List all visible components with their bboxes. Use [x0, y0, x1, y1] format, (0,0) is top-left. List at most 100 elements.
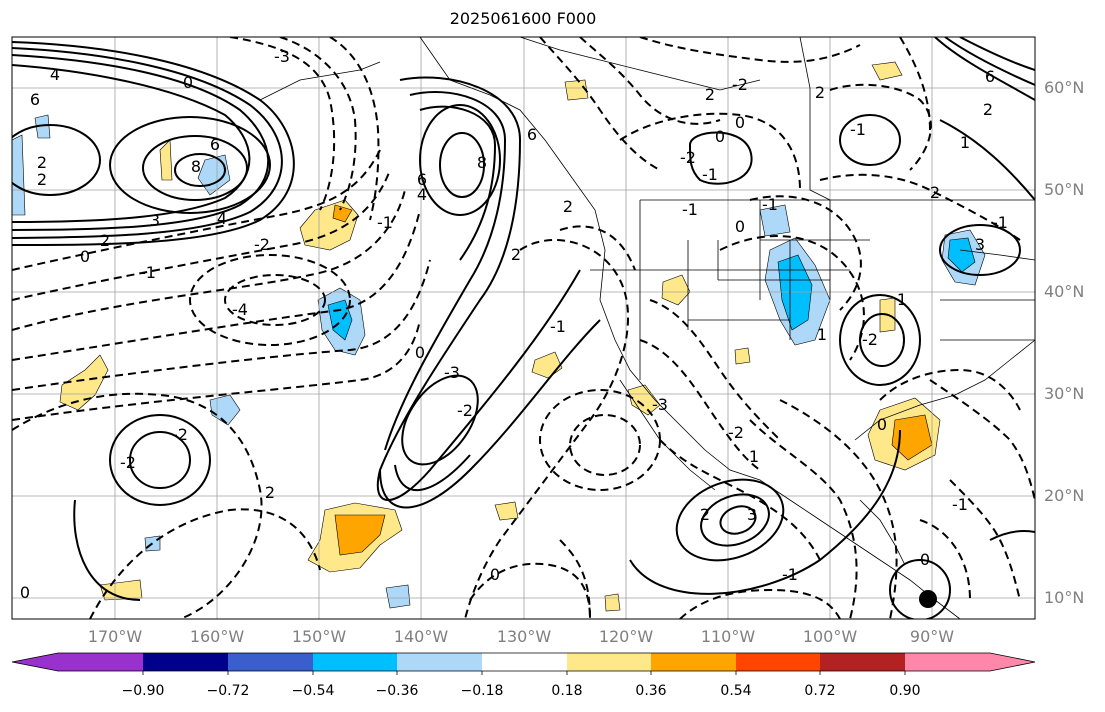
colorbar-segment: [228, 653, 313, 671]
contour-label: 3: [150, 211, 160, 230]
contour-label: 8: [191, 157, 201, 176]
contour-label: -2: [254, 235, 270, 254]
shaded-fields: [12, 61, 986, 612]
contour-label: 0: [183, 73, 193, 92]
contour-label: -1: [140, 263, 156, 282]
contour-label: 1: [897, 290, 907, 309]
contour-label: 6: [30, 90, 40, 109]
contour-label: -2: [457, 401, 473, 420]
colorbar-tick: −0.54: [291, 683, 335, 699]
contour-label: 0: [715, 127, 725, 146]
contour-label: 2: [930, 183, 940, 202]
contour-label: 3: [747, 505, 757, 524]
contour-label: -1: [952, 495, 968, 514]
contour-label: 6: [527, 125, 537, 144]
contour-label: 2: [983, 100, 993, 119]
contour-label: 0: [20, 583, 30, 602]
contour-label: -2: [680, 148, 696, 167]
contour-label: -4: [232, 300, 248, 319]
contour-label: 0: [735, 113, 745, 132]
contour-label: 1: [749, 447, 759, 466]
lon-label: 140°W: [393, 627, 449, 646]
lon-label: 150°W: [291, 627, 347, 646]
contour-label: 4: [50, 65, 60, 84]
colorbar-segment: [397, 653, 482, 671]
contour-label: 0: [920, 550, 930, 569]
graticule: [12, 37, 1035, 619]
contour-label: 2: [37, 170, 47, 189]
contour-label: 2: [100, 231, 110, 250]
lon-label: 90°W: [909, 627, 955, 646]
colorbar-tick: 0.90: [889, 683, 921, 699]
colorbar-segment: [651, 653, 736, 671]
location-marker: [919, 590, 937, 608]
contour-label: 3: [975, 235, 985, 254]
contour-label: -3: [652, 395, 668, 414]
contour-label: 1: [817, 325, 827, 344]
contour-label: 6: [417, 170, 427, 189]
colorbar-tick: −0.90: [121, 683, 165, 699]
colorbar-tick: −0.18: [460, 683, 504, 699]
dashed-contours: [12, 37, 1035, 619]
colorbar-segment: [143, 653, 228, 671]
lon-label: 100°W: [802, 627, 858, 646]
contour-label: 2: [705, 85, 715, 104]
colorbar-segment: [820, 653, 905, 671]
lat-label: 40°N: [1044, 282, 1085, 301]
lon-label: 110°W: [700, 627, 756, 646]
contour-label: -2: [862, 330, 878, 349]
contour-label: -1: [702, 165, 718, 184]
contour-labels: 4 6 2 2 -3 0 6 8 3 4 2 0 -2 -1 -4 -2 6 8…: [20, 47, 1008, 602]
lon-label: 160°W: [189, 627, 245, 646]
colorbar-tick: −0.36: [375, 683, 419, 699]
contour-label: 2: [511, 245, 521, 264]
lon-label: 120°W: [598, 627, 654, 646]
contour-label: -2: [172, 425, 188, 444]
lat-label: 10°N: [1044, 588, 1085, 607]
contour-label: 4: [417, 185, 427, 204]
colorbar-segment: [482, 653, 567, 671]
contour-label: 2: [563, 197, 573, 216]
colorbar-tick: 0.18: [551, 683, 583, 699]
contour-label: 2: [265, 483, 275, 502]
contour-label: -1: [850, 120, 866, 139]
contour-label: -3: [444, 363, 460, 382]
lat-label: 60°N: [1044, 78, 1085, 97]
colorbar: [11, 652, 1036, 675]
contour-label: 0: [490, 565, 500, 584]
colorbar-tick: 0.72: [804, 683, 836, 699]
coastlines: [259, 37, 1035, 619]
contour-label: -3: [274, 47, 290, 66]
contour-label: 2: [815, 83, 825, 102]
solid-contours: [12, 37, 1035, 619]
contour-label: 8: [477, 153, 487, 172]
contour-label: -2: [120, 453, 136, 472]
contour-label: 0: [80, 247, 90, 266]
contour-label: 0: [877, 415, 887, 434]
contour-label: -1: [550, 317, 566, 336]
contour-label: -1: [782, 565, 798, 584]
contour-label: 4: [217, 209, 227, 228]
colorbar-segment: [567, 653, 651, 671]
contour-label: -1: [377, 213, 393, 232]
colorbar-segment: [12, 653, 143, 671]
colorbar-segment: [905, 653, 1035, 671]
contour-label: 0: [415, 343, 425, 362]
lon-label: 170°W: [87, 627, 143, 646]
lat-label: 50°N: [1044, 180, 1085, 199]
map-title: 2025061600 F000: [449, 9, 597, 28]
lat-label: 30°N: [1044, 384, 1085, 403]
contour-label: 6: [985, 67, 995, 86]
contour-label: 1: [960, 133, 970, 152]
contour-label: -1: [992, 213, 1008, 232]
contour-label: -2: [728, 423, 744, 442]
contour-label: -2: [732, 75, 748, 94]
colorbar-segment: [736, 653, 820, 671]
contour-label: -1: [682, 200, 698, 219]
lon-label: 130°W: [496, 627, 552, 646]
colorbar-tick: −0.72: [206, 683, 250, 699]
contour-label: 2: [37, 153, 47, 172]
lat-label: 20°N: [1044, 486, 1085, 505]
colorbar-tick: 0.54: [720, 683, 752, 699]
